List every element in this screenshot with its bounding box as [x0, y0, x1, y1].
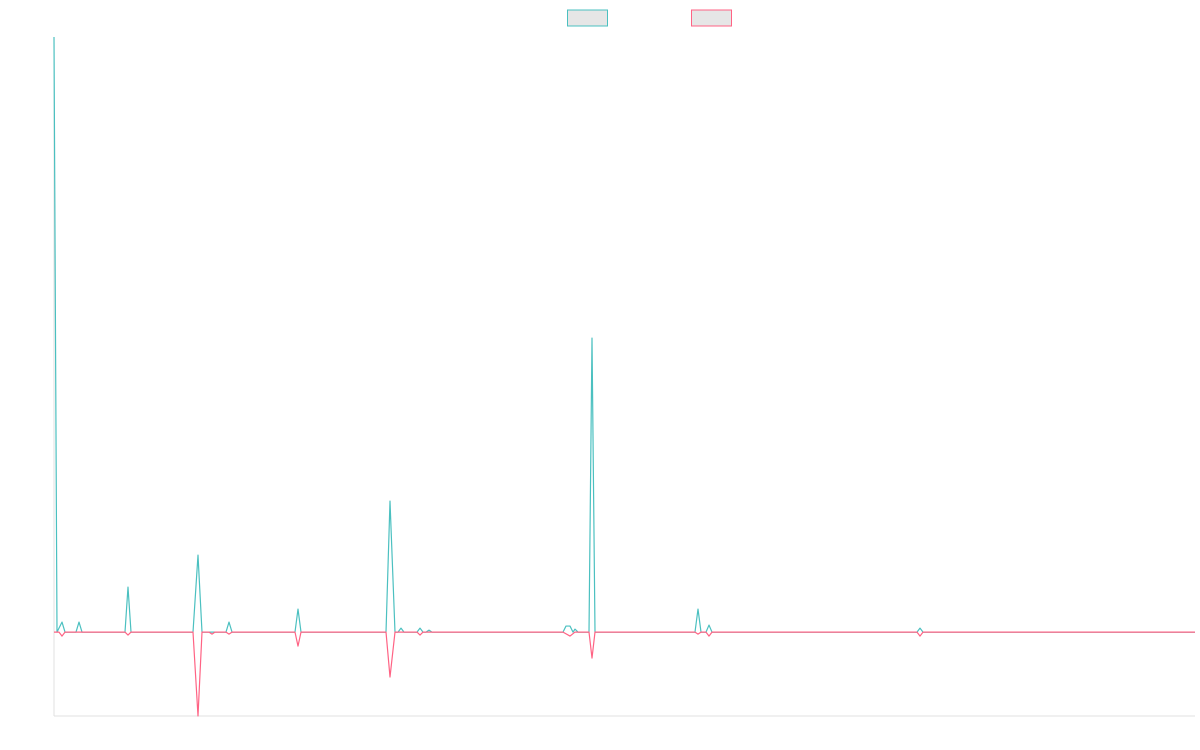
- legend-swatch[interactable]: [567, 9, 608, 27]
- data-line: [54, 631, 1195, 717]
- data-line: [53, 36, 1195, 633]
- legend-swatch[interactable]: [691, 9, 732, 27]
